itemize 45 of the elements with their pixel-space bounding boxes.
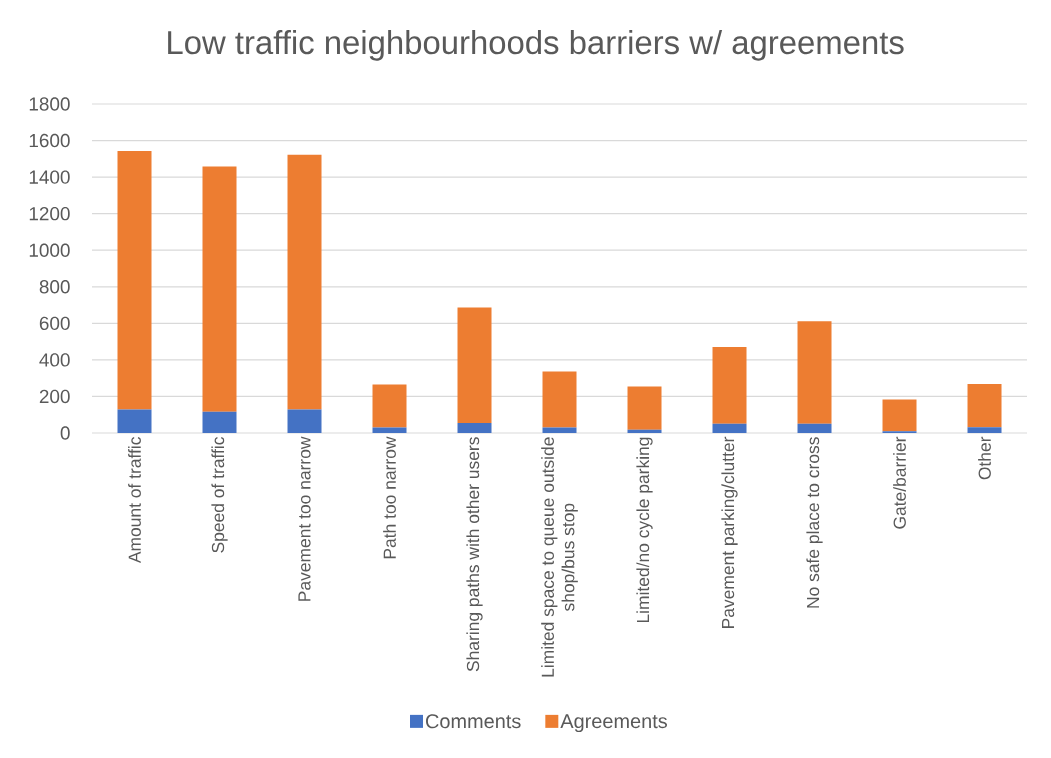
y-tick-label: 200 (39, 389, 70, 404)
x-tick-label: Limited space to queue outside shop/bus stop (541, 437, 578, 677)
bar (627, 386, 662, 430)
bar (202, 166, 237, 412)
bar (797, 423, 832, 433)
bar (457, 307, 492, 423)
bar (202, 411, 237, 433)
legend-label: Agreements (560, 714, 667, 733)
bar (372, 384, 407, 428)
x-tick-label: Pavement parking/clutter (721, 436, 738, 628)
x-tick-label: Path too narrow (383, 436, 396, 559)
bar (457, 422, 492, 433)
x-tick-label: Sharing paths with other users (466, 437, 483, 672)
bar (967, 384, 1002, 428)
bar (882, 399, 917, 432)
x-tick-label: Gate/barrier (893, 436, 906, 529)
y-tick-label: 400 (39, 353, 70, 367)
y-tick-label: 1600 (29, 133, 70, 148)
bar (712, 346, 747, 424)
chart-title: Low traffic neighbourhoods barriers w/ agreements (168, 30, 904, 61)
y-tick-label: 1800 (29, 97, 70, 111)
x-tick-label: Pavement too narrow (298, 436, 311, 601)
y-tick-label: 1200 (29, 206, 70, 221)
x-tick-label: Other (978, 436, 991, 480)
bar (797, 321, 832, 424)
x-tick-label: Limited/no cycle parking (636, 437, 653, 623)
legend-label: Comments (426, 714, 521, 729)
y-tick-label: 800 (39, 280, 70, 294)
x-tick-label: No safe place to cross (806, 437, 823, 608)
y-tick-label: 0 (60, 426, 70, 440)
bar (627, 429, 662, 433)
y-tick-label: 600 (39, 316, 70, 331)
x-tick-label: Amount of traffic (128, 436, 141, 564)
bar (117, 409, 152, 433)
y-tick-label: 1000 (29, 243, 70, 257)
bar (117, 150, 152, 410)
bar (287, 409, 322, 433)
bar (542, 427, 577, 433)
y-tick-label: 1400 (29, 170, 70, 184)
bar (372, 427, 407, 433)
bar (287, 154, 322, 410)
bar (967, 427, 1002, 433)
bar (542, 371, 577, 428)
x-tick-label: Speed of traffic (211, 436, 228, 553)
bar (712, 423, 747, 433)
